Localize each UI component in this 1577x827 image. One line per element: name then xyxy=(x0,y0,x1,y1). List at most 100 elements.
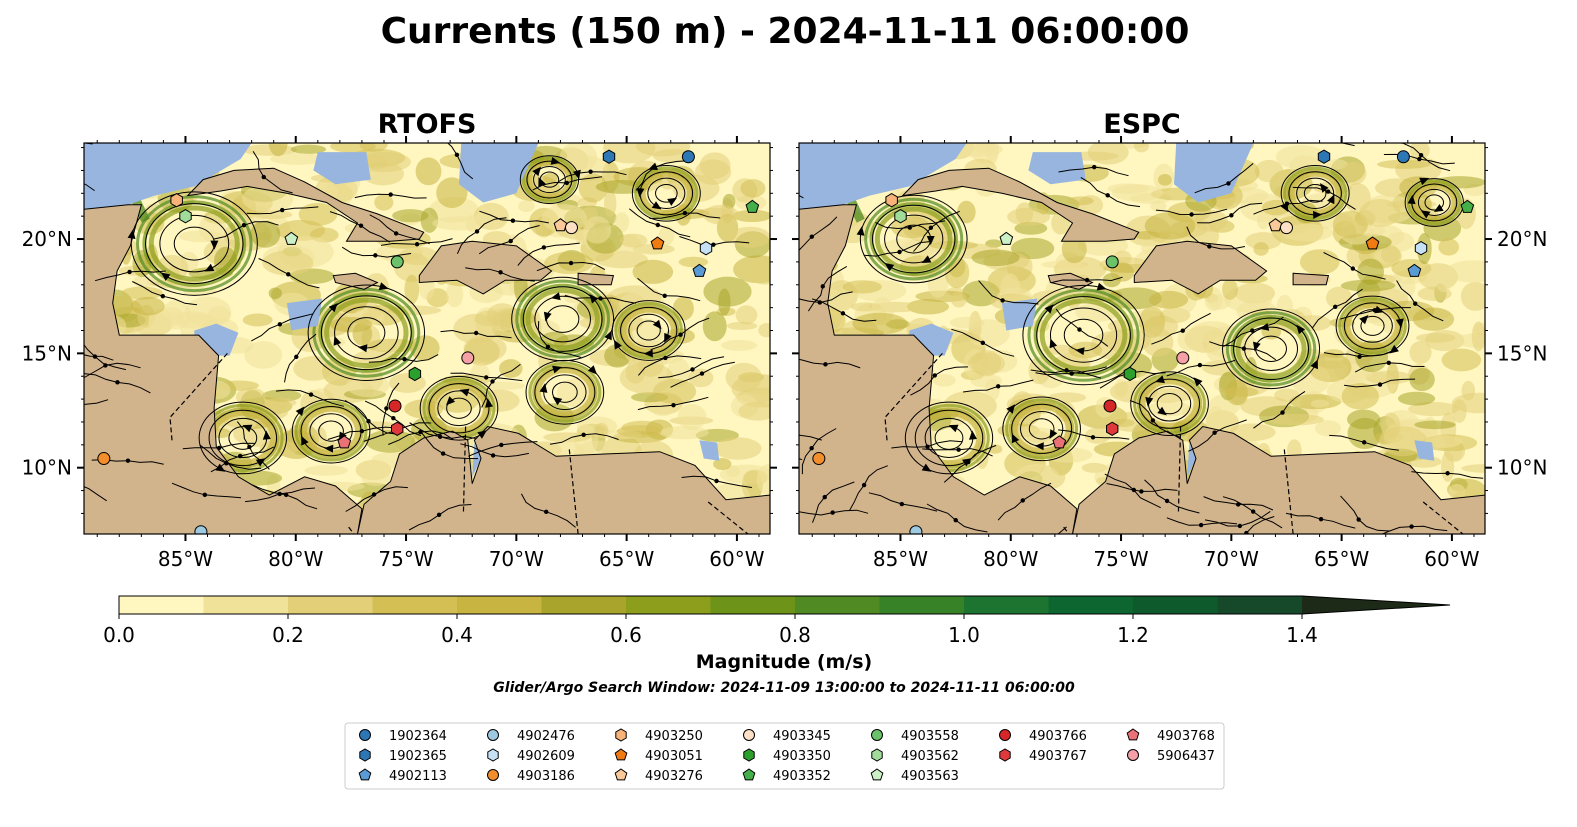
colorbar-segment xyxy=(710,596,796,614)
streamline-arrow xyxy=(301,435,309,446)
float-marker-4903352 xyxy=(745,199,760,213)
legend-label: 4903276 xyxy=(645,769,703,784)
float-marker-4903350 xyxy=(1123,366,1137,382)
streamline-arrow xyxy=(1180,328,1185,333)
lat-tick-label: 10°N xyxy=(1497,456,1547,480)
streamline xyxy=(884,214,944,264)
streamline xyxy=(159,214,230,273)
streamline-arrow xyxy=(1139,489,1144,494)
streamline-arrow xyxy=(454,152,460,157)
streamline-arrow xyxy=(1011,433,1020,444)
shallow-water xyxy=(313,152,371,185)
streamline-arrow xyxy=(822,494,827,500)
colorbar-segment xyxy=(541,596,627,614)
streamline-arrow xyxy=(1207,244,1212,249)
streamline xyxy=(1036,296,1131,375)
colorbar-tick-label: 0.2 xyxy=(272,623,304,647)
float-marker-1902364 xyxy=(681,150,695,164)
figure-title: Currents (150 m) - 2024-11-11 06:00:00 xyxy=(381,11,1190,52)
streamline-arrow xyxy=(779,175,783,179)
lat-tick-label: 15°N xyxy=(1497,341,1547,365)
streamline-arrow xyxy=(785,429,789,433)
colorbar-segment xyxy=(119,596,204,614)
streamline-arrow xyxy=(358,223,364,228)
streamline-arrow xyxy=(324,444,334,453)
streamline-arrow xyxy=(255,458,266,467)
streamline-arrow xyxy=(589,294,599,304)
streamline xyxy=(655,183,678,203)
streamline-arrow xyxy=(473,330,479,336)
streamline xyxy=(318,420,344,442)
streamline-arrow xyxy=(1250,509,1256,514)
streamline-arrow xyxy=(1198,522,1204,528)
streamline-arrow xyxy=(384,406,389,411)
streamline-arrow xyxy=(92,354,98,359)
streamline-arrow xyxy=(545,344,551,350)
streamline xyxy=(291,398,371,464)
streamline-arrow xyxy=(261,174,266,180)
streamline xyxy=(1022,284,1145,386)
country-border xyxy=(1422,501,1464,534)
colorbar-segment xyxy=(795,596,880,614)
streamline-arrow xyxy=(160,272,171,281)
country-border xyxy=(462,426,467,514)
streamline-arrow xyxy=(1313,210,1323,219)
shallow-water xyxy=(84,143,252,210)
streamline-arrow xyxy=(510,218,516,223)
lon-tick-label: 60°W xyxy=(709,547,764,571)
streamline xyxy=(419,375,499,441)
streamline-arrow xyxy=(262,430,271,440)
streamline-arrow xyxy=(925,444,930,449)
streamline-arrow xyxy=(581,432,586,437)
colorbar-segment xyxy=(1217,596,1303,614)
country-border xyxy=(1283,449,1294,534)
legend-marker xyxy=(871,729,883,741)
streamline xyxy=(208,409,278,467)
lon-tick-label: 70°W xyxy=(1204,547,1259,571)
streamline xyxy=(428,383,490,434)
streamline-arrow xyxy=(224,461,229,466)
streamline-arrow xyxy=(568,260,574,266)
legend-label: 4903558 xyxy=(901,729,959,744)
streamline-arrow xyxy=(711,242,716,247)
streamline xyxy=(1303,183,1327,203)
streamline-arrow xyxy=(1226,181,1231,186)
streamline-arrow xyxy=(678,332,683,337)
streamline-arrow xyxy=(1020,498,1025,503)
streamline xyxy=(647,177,686,209)
streamline xyxy=(871,204,956,274)
streamline xyxy=(1233,317,1310,381)
streamline-arrow xyxy=(587,365,597,375)
legend-label: 4902476 xyxy=(517,729,575,744)
legend-marker xyxy=(615,728,627,742)
country-border xyxy=(568,449,579,534)
legend-label: 5906437 xyxy=(1157,749,1215,764)
colorbar-tick-label: 0.4 xyxy=(441,623,473,647)
float-marker-4903768 xyxy=(337,435,352,449)
legend-label: 4903350 xyxy=(773,749,831,764)
shallow-water xyxy=(472,442,481,477)
streamline xyxy=(145,203,244,285)
colorbar-segment xyxy=(1048,596,1134,614)
streamline-arrow xyxy=(614,339,622,350)
shallow-water xyxy=(1028,152,1086,185)
streamline-arrow xyxy=(604,330,612,341)
streamline-arrow xyxy=(1049,429,1058,439)
lon-tick-label: 65°W xyxy=(599,547,654,571)
streamline-arrow xyxy=(371,492,377,497)
streamline-arrow xyxy=(1077,327,1082,332)
streamline-arrow xyxy=(437,434,443,439)
colorbar-tick-label: 0.8 xyxy=(779,623,811,647)
land xyxy=(418,240,553,295)
streamline-arrow xyxy=(652,165,657,170)
streamline-arrow xyxy=(490,379,495,384)
land xyxy=(901,167,1140,242)
map-panel-rtofs: RTOFS 85°W 80°W 75°W 70°W 65°W 60°W 20°N 15°N 10°… xyxy=(22,109,777,571)
streamline-arrow xyxy=(1418,152,1424,158)
float-marker-4903276 xyxy=(553,218,568,232)
streamline-arrow xyxy=(921,463,932,472)
streamline-arrow xyxy=(884,262,895,272)
streamline-arrow xyxy=(490,453,496,458)
streamline-arrow xyxy=(1044,304,1054,314)
